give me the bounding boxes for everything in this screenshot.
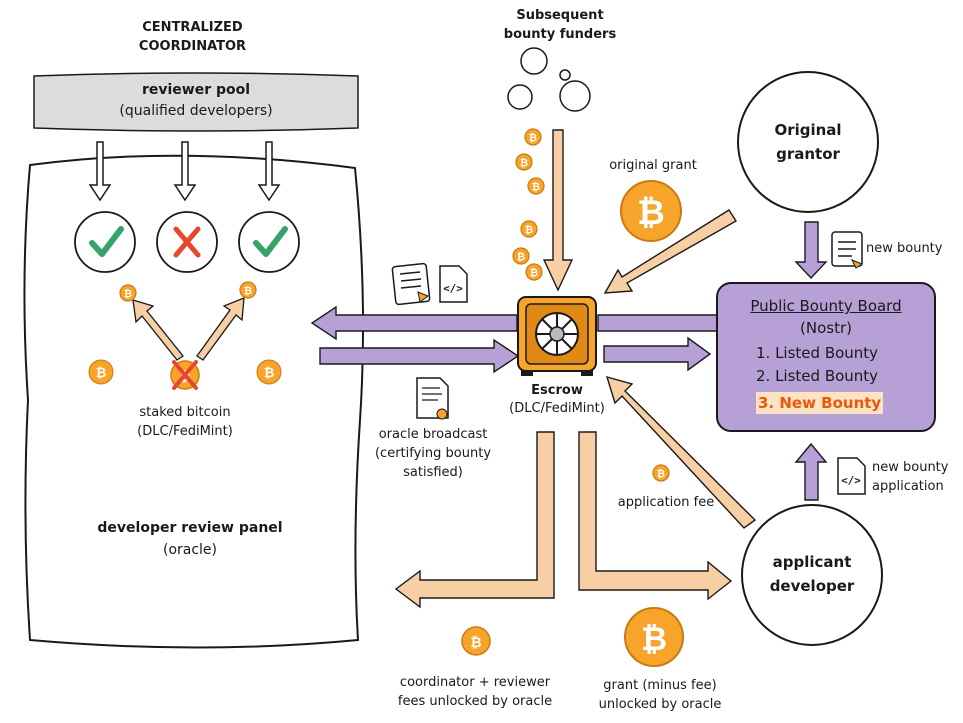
- original-grant-label: original grant: [598, 156, 708, 175]
- application-fee-label: application fee: [606, 493, 726, 512]
- new-bounty-document-icon: [832, 232, 862, 268]
- grant-unlocked-label: grant (minus fee) unlocked by oracle: [585, 676, 735, 714]
- svg-text:₿: ₿: [96, 366, 107, 381]
- reviewer-pool-title: reviewer pool: [34, 80, 358, 100]
- svg-text:</>: </>: [443, 282, 463, 295]
- application-code-icon: </>: [838, 458, 865, 494]
- bounty-document-icon: [392, 263, 430, 304]
- board-item-3[interactable]: 3. New Bounty: [756, 392, 883, 414]
- review-panel-title: developer review panel: [70, 518, 310, 538]
- new-bounty-label: new bounty: [866, 239, 956, 258]
- coordinator-title: CENTRALIZED COORDINATOR: [100, 18, 285, 56]
- board-item-1[interactable]: 1. Listed Bounty: [756, 342, 878, 364]
- grant-payout-coin: ₿: [625, 608, 683, 666]
- funders-arrow: [544, 130, 572, 290]
- coordinator-fees-label: coordinator + reviewer fees unlocked by …: [385, 673, 565, 711]
- svg-text:₿: ₿: [641, 620, 667, 658]
- review-panel-subtitle: (oracle): [70, 540, 310, 560]
- funders-coins: [513, 129, 544, 280]
- application-fee-coin: [653, 465, 669, 481]
- funders-label: Subsequent bounty funders: [490, 6, 630, 44]
- reviewer-pool-subtitle: (qualified developers): [34, 101, 358, 121]
- reviewer-verdicts: [75, 212, 299, 272]
- application-label: new bounty application: [872, 458, 960, 496]
- coordinator-fee-coin: ₿: [462, 627, 490, 655]
- oracle-certificate-icon: [417, 378, 448, 419]
- staked-bitcoin-coin: ₿: [171, 361, 199, 389]
- grant-payout-arrow: [579, 432, 731, 599]
- funders-bubbles: [508, 48, 590, 111]
- code-document-icon: </>: [440, 266, 467, 302]
- original-grantor-label: Original grantor: [748, 118, 868, 166]
- board-item-2[interactable]: 2. Listed Bounty: [756, 365, 878, 387]
- svg-text:₿: ₿: [264, 366, 275, 381]
- board-subtitle: (Nostr): [717, 318, 935, 338]
- svg-text:₿: ₿: [637, 193, 665, 233]
- oracle-broadcast-label: oracle broadcast (certifying bounty sati…: [358, 425, 508, 482]
- escrow-title: Escrow: [507, 381, 607, 400]
- escrow-safe-icon: [518, 297, 596, 376]
- staked-bitcoin-label: staked bitcoin (DLC/FediMint): [110, 403, 260, 441]
- applicant-developer-label: applicant developer: [752, 550, 872, 598]
- escrow-subtitle: (DLC/FediMint): [497, 399, 617, 418]
- svg-text:₿: ₿: [470, 635, 481, 651]
- original-grant-coin: ₿: [621, 181, 681, 241]
- svg-text:</>: </>: [841, 474, 861, 487]
- board-title: Public Bounty Board: [717, 296, 935, 316]
